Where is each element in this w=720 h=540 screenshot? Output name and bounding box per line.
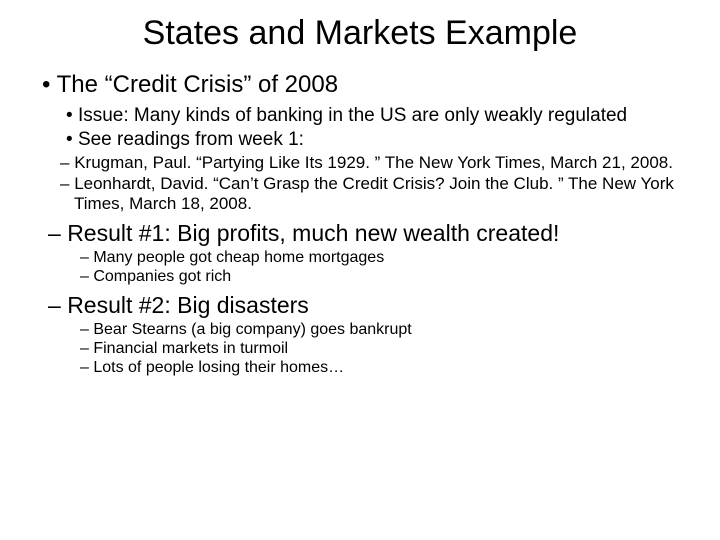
reading-leonhardt: Leonhardt, David. “Can’t Grasp the Credi… [60, 174, 696, 214]
result1-item-0: Many people got cheap home mortgages [80, 249, 696, 267]
main-heading: The “Credit Crisis” of 2008 [42, 71, 696, 99]
bullet-level-2b: Result #1: Big profits, much new wealth … [24, 220, 696, 247]
bullet-level-3b: Bear Stearns (a big company) goes bankru… [24, 321, 696, 377]
bullet-level-1: The “Credit Crisis” of 2008 [24, 71, 696, 99]
sub-issue: Issue: Many kinds of banking in the US a… [66, 105, 696, 127]
slide-title: States and Markets Example [24, 14, 696, 53]
bullet-level-3: Krugman, Paul. “Partying Like Its 1929. … [24, 153, 696, 214]
bullet-level-3b: Many people got cheap home mortgages Com… [24, 249, 696, 286]
result2-item-0: Bear Stearns (a big company) goes bankru… [80, 321, 696, 339]
result1-heading: Result #1: Big profits, much new wealth … [48, 220, 696, 247]
sub-readings: See readings from week 1: [66, 129, 696, 151]
bullet-level-2b: Result #2: Big disasters [24, 292, 696, 319]
result2-heading: Result #2: Big disasters [48, 292, 696, 319]
result2-item-1: Financial markets in turmoil [80, 340, 696, 358]
result2-item-2: Lots of people losing their homes… [80, 359, 696, 377]
result1-item-1: Companies got rich [80, 268, 696, 286]
reading-krugman: Krugman, Paul. “Partying Like Its 1929. … [60, 153, 696, 173]
bullet-level-2: Issue: Many kinds of banking in the US a… [24, 105, 696, 151]
